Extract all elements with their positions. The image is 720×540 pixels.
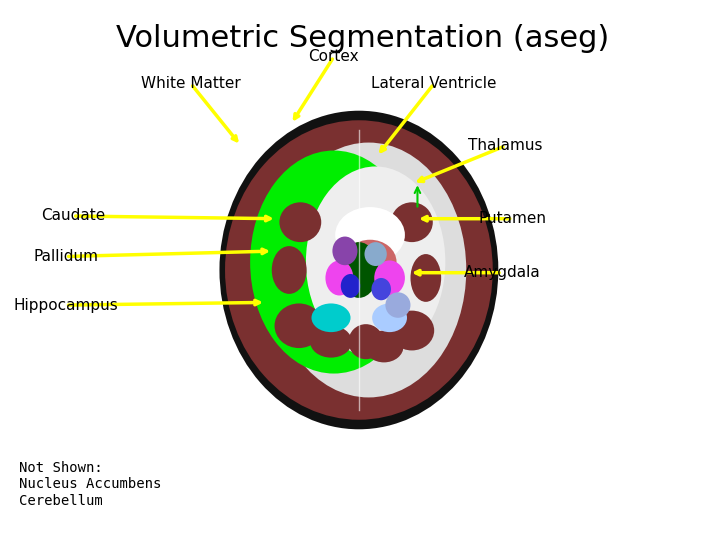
Ellipse shape xyxy=(348,324,383,359)
Text: Lateral Ventricle: Lateral Ventricle xyxy=(372,76,497,91)
Text: Volumetric Segmentation (aseg): Volumetric Segmentation (aseg) xyxy=(116,24,609,53)
Ellipse shape xyxy=(279,202,321,242)
Text: Caudate: Caudate xyxy=(41,208,105,224)
Ellipse shape xyxy=(312,303,351,332)
Ellipse shape xyxy=(341,274,360,298)
Ellipse shape xyxy=(250,151,418,374)
Text: White Matter: White Matter xyxy=(141,76,240,91)
Ellipse shape xyxy=(271,246,307,294)
Ellipse shape xyxy=(225,120,492,420)
Ellipse shape xyxy=(372,303,407,332)
Text: Thalamus: Thalamus xyxy=(468,138,543,153)
Ellipse shape xyxy=(372,278,391,300)
Text: Amygdala: Amygdala xyxy=(464,265,540,280)
Text: Putamen: Putamen xyxy=(479,211,546,226)
Text: Not Shown:
Nucleus Accumbens
Cerebellum: Not Shown: Nucleus Accumbens Cerebellum xyxy=(19,461,161,508)
Text: Cortex: Cortex xyxy=(309,49,359,64)
Ellipse shape xyxy=(343,240,397,285)
Ellipse shape xyxy=(364,330,403,362)
Ellipse shape xyxy=(333,237,358,265)
Ellipse shape xyxy=(339,242,379,298)
Text: Hippocampus: Hippocampus xyxy=(14,298,118,313)
Ellipse shape xyxy=(374,260,405,295)
Ellipse shape xyxy=(310,326,352,357)
Ellipse shape xyxy=(391,202,433,242)
Ellipse shape xyxy=(306,166,446,357)
Ellipse shape xyxy=(325,260,354,295)
Ellipse shape xyxy=(336,207,405,263)
Ellipse shape xyxy=(274,303,323,348)
Ellipse shape xyxy=(271,143,467,397)
Ellipse shape xyxy=(385,292,410,318)
Ellipse shape xyxy=(410,254,441,302)
Ellipse shape xyxy=(220,111,498,429)
Text: Pallidum: Pallidum xyxy=(33,249,98,264)
Ellipse shape xyxy=(390,310,434,350)
Ellipse shape xyxy=(364,242,387,266)
